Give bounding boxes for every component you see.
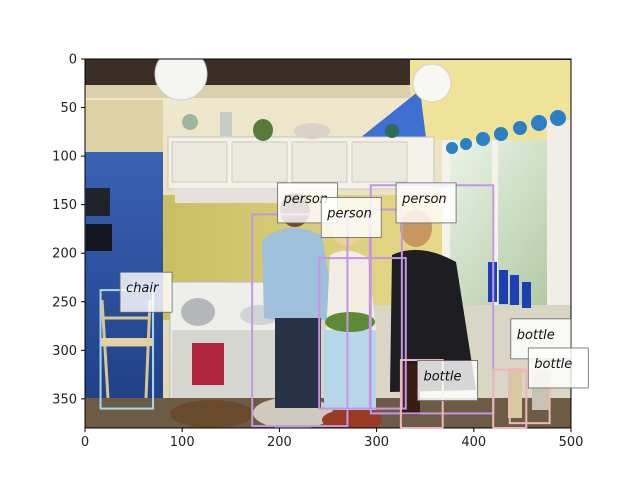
y-tick-label: 150 — [52, 198, 77, 213]
bottle-label: bottle — [417, 360, 478, 401]
chair-label: chair — [119, 271, 173, 313]
person-label: person — [320, 197, 382, 238]
person-bounding-box — [368, 208, 403, 410]
x-tick-label: 400 — [461, 435, 486, 450]
svg-text:person: person — [283, 192, 329, 207]
detection-labels: chairpersonpersonpersonbottlebottlebottl… — [119, 182, 589, 401]
axes-frame — [84, 58, 572, 429]
x-tick-label: 0 — [81, 435, 89, 450]
x-tick-label: 100 — [170, 435, 195, 450]
label-background — [417, 360, 478, 401]
x-tick-label: 500 — [559, 435, 584, 450]
label-background — [119, 271, 173, 313]
kitchen-photo — [85, 59, 571, 428]
person-bounding-box — [318, 257, 407, 410]
y-tick-label: 50 — [60, 101, 77, 116]
svg-text:bottle: bottle — [517, 328, 555, 343]
y-tick-label: 200 — [52, 247, 77, 262]
svg-text:bottle: bottle — [534, 357, 572, 372]
x-tick-label: 200 — [267, 435, 292, 450]
axis-ticks: 0 100 200 300 400 500 0 50 100 150 200 250 300 350 — [52, 53, 583, 451]
svg-text:person: person — [326, 206, 372, 221]
svg-text:chair: chair — [126, 281, 160, 296]
label-background — [527, 347, 589, 389]
label-background — [395, 182, 457, 224]
svg-text:bottle: bottle — [423, 370, 461, 385]
y-tick-label: 250 — [52, 295, 77, 310]
bottle-bounding-box — [492, 368, 528, 430]
bottle-label: bottle — [527, 347, 589, 389]
y-tick-label: 0 — [69, 53, 77, 68]
label-background — [320, 197, 382, 238]
y-tick-label: 300 — [52, 344, 77, 359]
person-label: person — [395, 182, 457, 224]
svg-text:person: person — [401, 192, 447, 207]
y-tick-label: 350 — [52, 392, 77, 407]
x-tick-label: 300 — [364, 435, 389, 450]
y-tick-label: 100 — [52, 150, 77, 165]
